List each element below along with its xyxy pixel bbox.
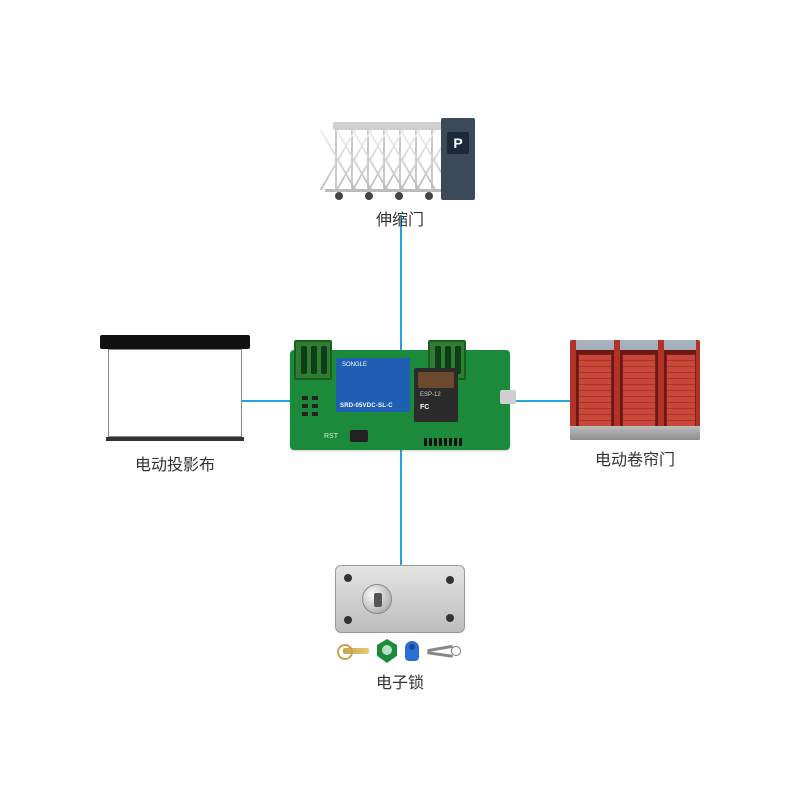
node-label-top: 伸缩门 bbox=[325, 206, 475, 230]
relay-brand: SONGLE bbox=[342, 362, 367, 368]
electronic-lock-icon bbox=[315, 565, 485, 663]
node-label-right: 电动卷帘门 bbox=[560, 446, 710, 470]
lock-key-icon bbox=[343, 648, 369, 654]
diagram-canvas: P 伸缩门 电动投影布 电动卷帘门 bbox=[0, 0, 800, 800]
roller-doors-icon bbox=[570, 340, 700, 440]
retractable-gate-icon: P bbox=[325, 118, 475, 200]
projector-screen-icon bbox=[100, 335, 250, 445]
wifi-chip-label: ESP-12 bbox=[420, 392, 441, 398]
lock-keys-icon bbox=[427, 644, 457, 658]
node-projector-screen: 电动投影布 bbox=[95, 335, 255, 475]
usb-port-icon bbox=[500, 390, 516, 404]
gate-pillar-letter: P bbox=[447, 132, 469, 154]
pcb-board-icon: SONGLE SRD-05VDC-SL-C ESP-12 FC RST bbox=[290, 350, 510, 450]
wifi-chip-icon: ESP-12 FC bbox=[414, 368, 458, 422]
relay-model: SRD-05VDC-SL-C bbox=[340, 403, 393, 409]
fc-mark: FC bbox=[420, 404, 429, 411]
relay-icon: SONGLE SRD-05VDC-SL-C bbox=[336, 358, 410, 412]
node-electronic-lock: 电子锁 bbox=[315, 565, 485, 693]
lock-rfid-tag-icon bbox=[405, 641, 419, 661]
node-retractable-gate: P 伸缩门 bbox=[325, 118, 475, 230]
relay-module: SONGLE SRD-05VDC-SL-C ESP-12 FC RST bbox=[290, 350, 510, 450]
node-roller-doors: 电动卷帘门 bbox=[560, 340, 710, 470]
rst-label: RST bbox=[324, 433, 338, 440]
node-label-left: 电动投影布 bbox=[95, 451, 255, 475]
reset-button-icon bbox=[350, 430, 368, 442]
node-label-bottom: 电子锁 bbox=[315, 669, 485, 693]
lock-badge-icon bbox=[377, 639, 397, 663]
